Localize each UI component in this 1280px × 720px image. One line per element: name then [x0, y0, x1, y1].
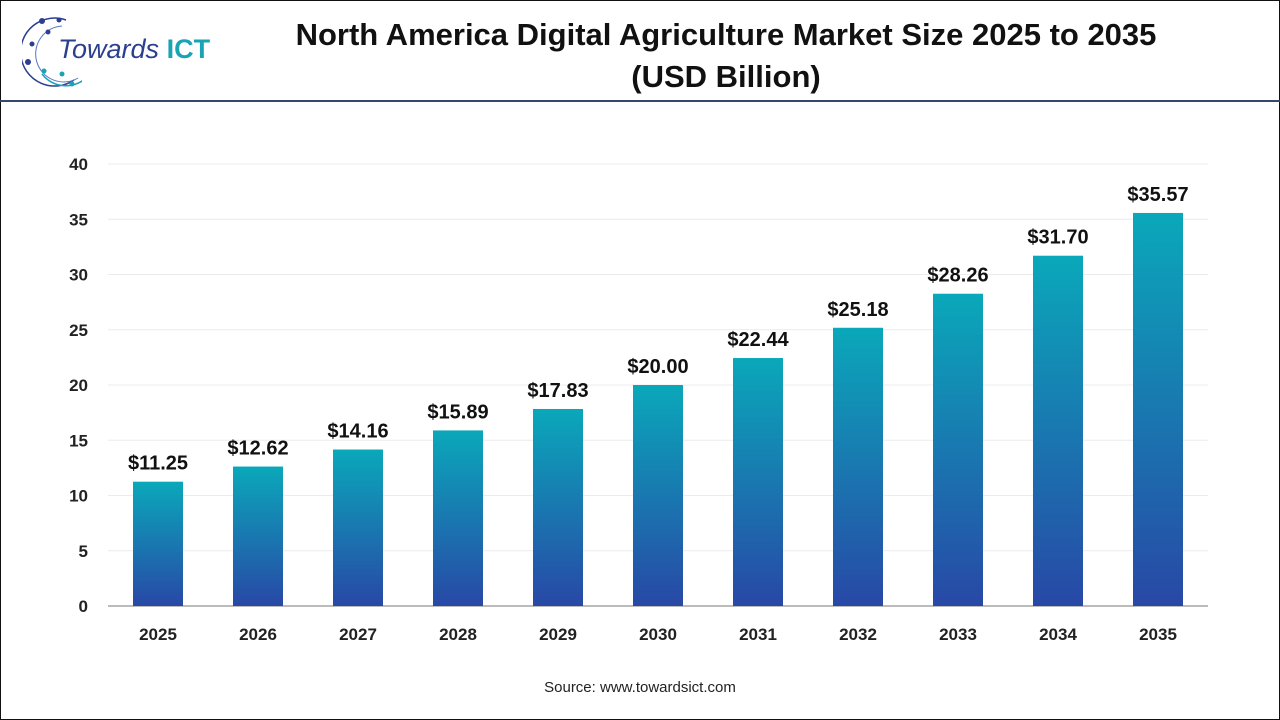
title-line-1: North America Digital Agriculture Market…: [295, 17, 1157, 52]
bar-2031: [733, 358, 783, 606]
data-label: $25.18: [827, 299, 888, 321]
y-tick-label: 25: [69, 321, 88, 340]
data-label: $11.25: [128, 453, 188, 475]
logo-circuit-icon: [19, 17, 89, 87]
bar-2033: [933, 293, 983, 606]
logo-text: Towards: [58, 34, 160, 64]
bar-2028: [433, 430, 483, 606]
y-tick-label: 40: [69, 155, 88, 174]
y-tick-label: 10: [69, 487, 88, 506]
data-label: $14.16: [327, 421, 388, 443]
x-tick-label: 2033: [939, 625, 977, 644]
x-tick-label: 2032: [839, 625, 877, 644]
header-divider: [0, 100, 1280, 102]
source-note: Source: www.towardsict.com: [544, 679, 736, 696]
title-line-2: (USD Billion): [631, 59, 821, 94]
bar-2035: [1133, 212, 1183, 606]
data-label: $31.70: [1027, 227, 1088, 249]
x-tick-label: 2029: [539, 625, 577, 644]
y-tick-label: 15: [69, 431, 88, 450]
x-tick-label: 2031: [739, 625, 777, 644]
x-tick-label: 2028: [439, 625, 477, 644]
bar-2030: [633, 385, 683, 606]
data-label: $12.62: [227, 438, 288, 460]
x-tick-label: 2035: [1139, 625, 1177, 644]
bar-2027: [333, 449, 383, 606]
logo-accent: ICT: [166, 34, 211, 64]
data-label: $35.57: [1127, 184, 1188, 206]
y-tick-label: 30: [69, 266, 88, 285]
bar-2034: [1033, 255, 1083, 606]
x-tick-label: 2025: [139, 625, 177, 644]
bar-2032: [833, 327, 883, 606]
data-label: $15.89: [427, 401, 488, 423]
towards-ict-logo: Towards ICT: [19, 14, 222, 90]
y-tick-label: 20: [69, 376, 88, 395]
bar-2025: [133, 481, 183, 606]
data-label: $17.83: [527, 380, 588, 402]
y-tick-label: 5: [79, 542, 88, 561]
x-tick-label: 2034: [1039, 625, 1077, 644]
chart-title: North America Digital Agriculture Market…: [230, 14, 1222, 98]
x-tick-label: 2027: [339, 625, 377, 644]
bar-2026: [233, 466, 283, 606]
data-label: $20.00: [627, 356, 688, 378]
data-label: $22.44: [727, 329, 789, 351]
x-tick-label: 2026: [239, 625, 277, 644]
data-label: $28.26: [927, 265, 988, 287]
y-tick-label: 35: [69, 210, 88, 229]
y-tick-label: 0: [79, 597, 88, 616]
x-tick-label: 2030: [639, 625, 677, 644]
bar-2029: [533, 408, 583, 606]
